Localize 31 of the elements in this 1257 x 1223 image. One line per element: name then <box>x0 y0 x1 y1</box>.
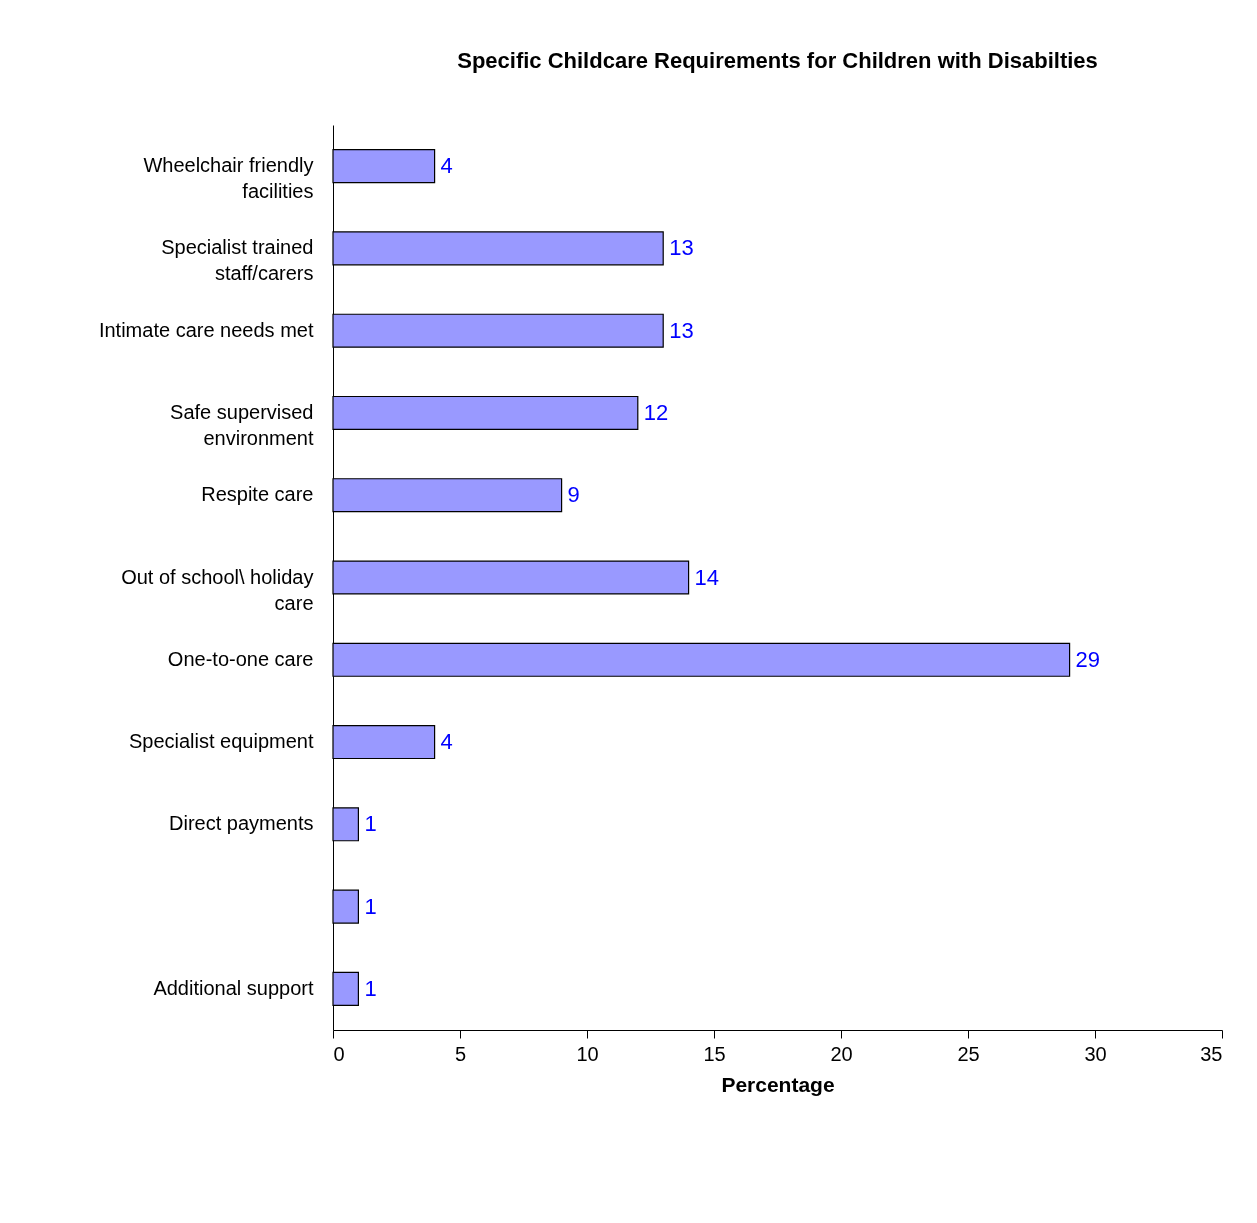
y-tick-label: Wheelchair friendly facilities <box>143 154 314 203</box>
x-tick-label: 15 <box>703 1042 726 1065</box>
y-tick-label: Safe supervised environment <box>170 400 314 449</box>
x-tick-label: 0 <box>333 1042 345 1065</box>
chart-title: Specific Childcare Requirements for Children with Disabilties <box>457 48 1098 73</box>
data-label: 9 <box>567 482 580 508</box>
x-tick-label: 5 <box>454 1042 467 1065</box>
data-label: 13 <box>669 317 694 343</box>
data-label: 4 <box>440 153 453 179</box>
data-label: 1 <box>364 811 377 837</box>
data-label: 29 <box>1075 646 1101 672</box>
x-tick-label: 30 <box>1084 1042 1107 1065</box>
y-tick-label: Additional support <box>153 976 314 999</box>
data-label: 13 <box>669 235 694 261</box>
data-label: 1 <box>364 893 377 919</box>
x-tick-label: 25 <box>957 1042 980 1065</box>
y-tick-label: Respite care <box>201 483 314 506</box>
data-label: 1 <box>364 975 377 1001</box>
y-tick-label: Specialist trained staff/carers <box>161 236 314 285</box>
x-tick-label: 20 <box>830 1042 853 1065</box>
data-label: 14 <box>694 564 720 590</box>
y-tick-label: Intimate care needs met <box>98 318 314 341</box>
y-tick-label: Direct payments <box>169 812 314 835</box>
x-tick-label: 35 <box>1200 1042 1223 1065</box>
y-tick-label: Out of school\ holiday care <box>121 565 314 614</box>
x-tick-label: 10 <box>576 1042 599 1065</box>
x-axis-title: Percentage <box>721 1072 835 1096</box>
data-label: 12 <box>643 399 669 425</box>
y-tick-label: Specialist equipment <box>128 730 314 753</box>
y-tick-label: One-to-one care <box>167 647 314 670</box>
data-label: 4 <box>440 729 453 755</box>
